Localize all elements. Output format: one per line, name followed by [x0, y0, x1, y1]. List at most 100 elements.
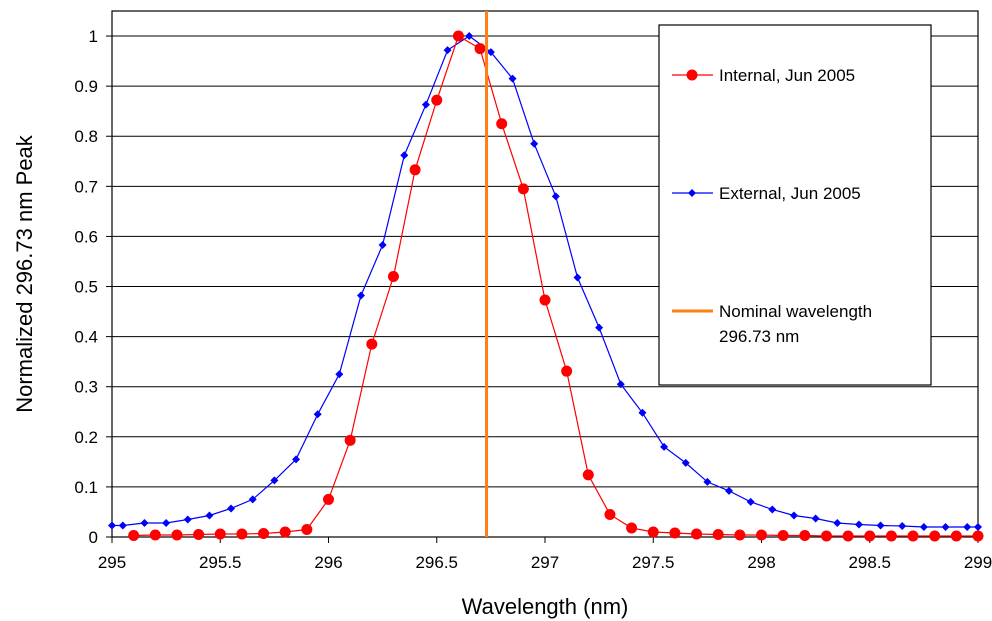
- data-point: [929, 530, 941, 542]
- data-point: [561, 365, 573, 377]
- data-point: [551, 192, 560, 201]
- data-point: [647, 526, 659, 538]
- data-point: [876, 521, 885, 530]
- data-point: [691, 528, 703, 540]
- data-point: [833, 518, 842, 527]
- data-point: [465, 32, 474, 41]
- y-tick-label: 0.7: [74, 177, 98, 196]
- data-point: [530, 139, 539, 148]
- data-point: [409, 164, 421, 176]
- data-point: [108, 521, 116, 530]
- data-point: [820, 530, 832, 542]
- x-axis-title: Wavelength (nm): [462, 594, 629, 619]
- y-axis-title: Normalized 296.73 nm Peak: [12, 134, 37, 413]
- data-point: [335, 370, 344, 379]
- data-point: [725, 486, 734, 495]
- data-point: [323, 493, 334, 505]
- data-point: [768, 505, 777, 514]
- data-point: [746, 497, 755, 506]
- data-point: [972, 530, 984, 542]
- data-point: [162, 518, 171, 527]
- x-tick-label: 295: [98, 553, 126, 572]
- data-point: [898, 521, 907, 530]
- data-point: [140, 518, 149, 527]
- data-point: [205, 511, 214, 520]
- data-point: [864, 530, 876, 542]
- y-tick-label: 0.5: [74, 278, 98, 297]
- y-tick-label: 0.3: [74, 378, 98, 397]
- data-point: [539, 294, 551, 306]
- data-point: [842, 530, 854, 542]
- data-point: [941, 522, 950, 531]
- data-point: [118, 521, 127, 530]
- data-point: [301, 523, 313, 535]
- series-line: [133, 35, 978, 537]
- data-point: [777, 529, 789, 541]
- y-tick-label: 0.1: [74, 478, 98, 497]
- y-tick-label: 0.6: [74, 227, 98, 246]
- y-tick-label: 0: [89, 528, 98, 547]
- y-tick-label: 1: [89, 27, 98, 46]
- data-point: [400, 151, 409, 160]
- data-point: [811, 514, 820, 523]
- data-point: [573, 273, 582, 282]
- data-point: [378, 240, 387, 249]
- data-point: [885, 530, 897, 542]
- data-point: [474, 43, 486, 55]
- data-point: [356, 291, 365, 300]
- data-point: [496, 118, 508, 130]
- data-point: [248, 495, 257, 504]
- x-tick-label: 297.5: [632, 553, 675, 572]
- data-point: [756, 529, 767, 541]
- data-point: [963, 522, 972, 531]
- y-tick-label: 0.2: [74, 428, 98, 447]
- data-point: [919, 522, 928, 531]
- data-point: [638, 408, 647, 417]
- data-point: [236, 528, 248, 540]
- data-point: [626, 522, 638, 534]
- data-point: [149, 529, 161, 541]
- data-point: [431, 94, 443, 106]
- data-point: [344, 434, 356, 446]
- data-point: [227, 504, 236, 513]
- legend-label-nominal-line1: Nominal wavelength: [719, 302, 872, 321]
- data-point: [712, 528, 724, 540]
- data-point: [387, 271, 399, 283]
- data-point: [854, 520, 863, 529]
- data-point: [669, 527, 681, 539]
- legend-marker-internal: [686, 69, 698, 81]
- data-series: [108, 30, 984, 542]
- data-point: [789, 511, 798, 520]
- data-point: [270, 476, 279, 485]
- legend-item-internal: Internal, Jun 2005: [672, 66, 855, 85]
- x-tick-label: 298: [747, 553, 775, 572]
- data-point: [660, 442, 669, 451]
- legend-marker-external: [688, 189, 696, 197]
- y-tick-label: 0.9: [74, 77, 98, 96]
- data-point: [183, 515, 192, 524]
- x-tick-label: 296.5: [415, 553, 458, 572]
- legend-label-nominal-line2: 296.73 nm: [719, 327, 799, 346]
- data-point: [292, 455, 301, 464]
- legend-item-external: External, Jun 2005: [672, 184, 861, 203]
- data-point: [421, 100, 430, 109]
- data-point: [508, 74, 517, 83]
- legend-box: [658, 24, 932, 386]
- y-axis-ticks: 0 0.1 0.2 0.3 0.4 0.5 0.6 0.7 0.8 0.9 1: [74, 27, 112, 547]
- x-tick-label: 297: [531, 553, 559, 572]
- data-point: [604, 508, 616, 520]
- data-point: [313, 410, 322, 419]
- data-point: [128, 529, 140, 541]
- x-tick-label: 296: [314, 553, 342, 572]
- data-point: [974, 522, 982, 531]
- data-point: [171, 529, 183, 541]
- x-tick-label: 295.5: [199, 553, 242, 572]
- y-tick-label: 0.4: [74, 328, 98, 347]
- data-point: [486, 48, 495, 57]
- data-point: [214, 528, 226, 540]
- legend-label-internal: Internal, Jun 2005: [719, 66, 855, 85]
- data-point: [799, 529, 811, 541]
- data-point: [443, 46, 452, 55]
- data-point: [582, 469, 594, 481]
- data-point: [517, 183, 529, 195]
